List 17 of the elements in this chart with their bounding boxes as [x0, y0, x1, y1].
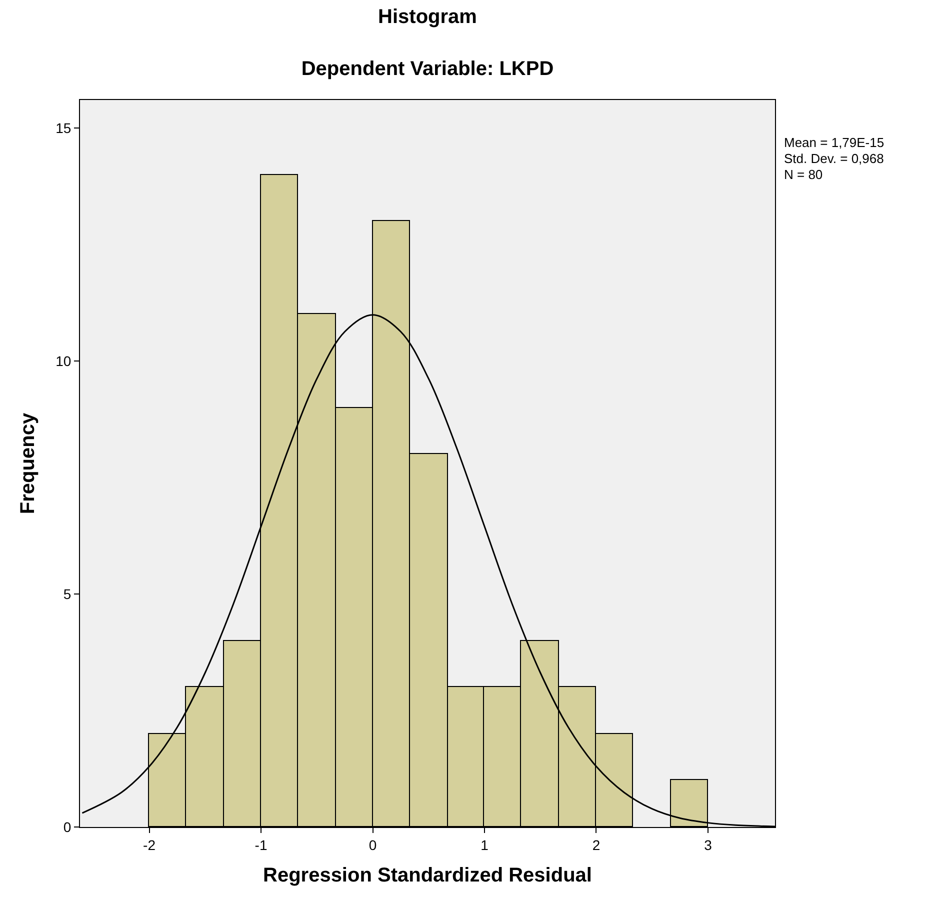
x-tick-label: 2	[592, 836, 600, 853]
chart-subtitle: Dependent Variable: LKPD	[301, 58, 554, 80]
x-tick-label: 3	[704, 836, 712, 853]
y-axis-title: Frequency	[17, 412, 40, 514]
x-tick-label: -2	[143, 836, 156, 853]
y-tick-label: 0	[63, 818, 72, 835]
chart-title: Histogram	[378, 6, 477, 28]
x-axis-title: Regression Standardized Residual	[263, 864, 592, 886]
text: Std. Dev. = 0,968	[784, 151, 884, 166]
x-tick-label: 1	[480, 836, 489, 853]
y-tick-label: 15	[56, 120, 72, 136]
y-tick-label: 10	[56, 352, 72, 369]
x-tick-label: 0	[368, 836, 377, 853]
text: N = 80	[784, 167, 823, 182]
y-tick-label: 5	[63, 586, 72, 602]
x-tick-label: -1	[254, 836, 268, 853]
text: Mean = 1,79E-15	[784, 135, 884, 150]
